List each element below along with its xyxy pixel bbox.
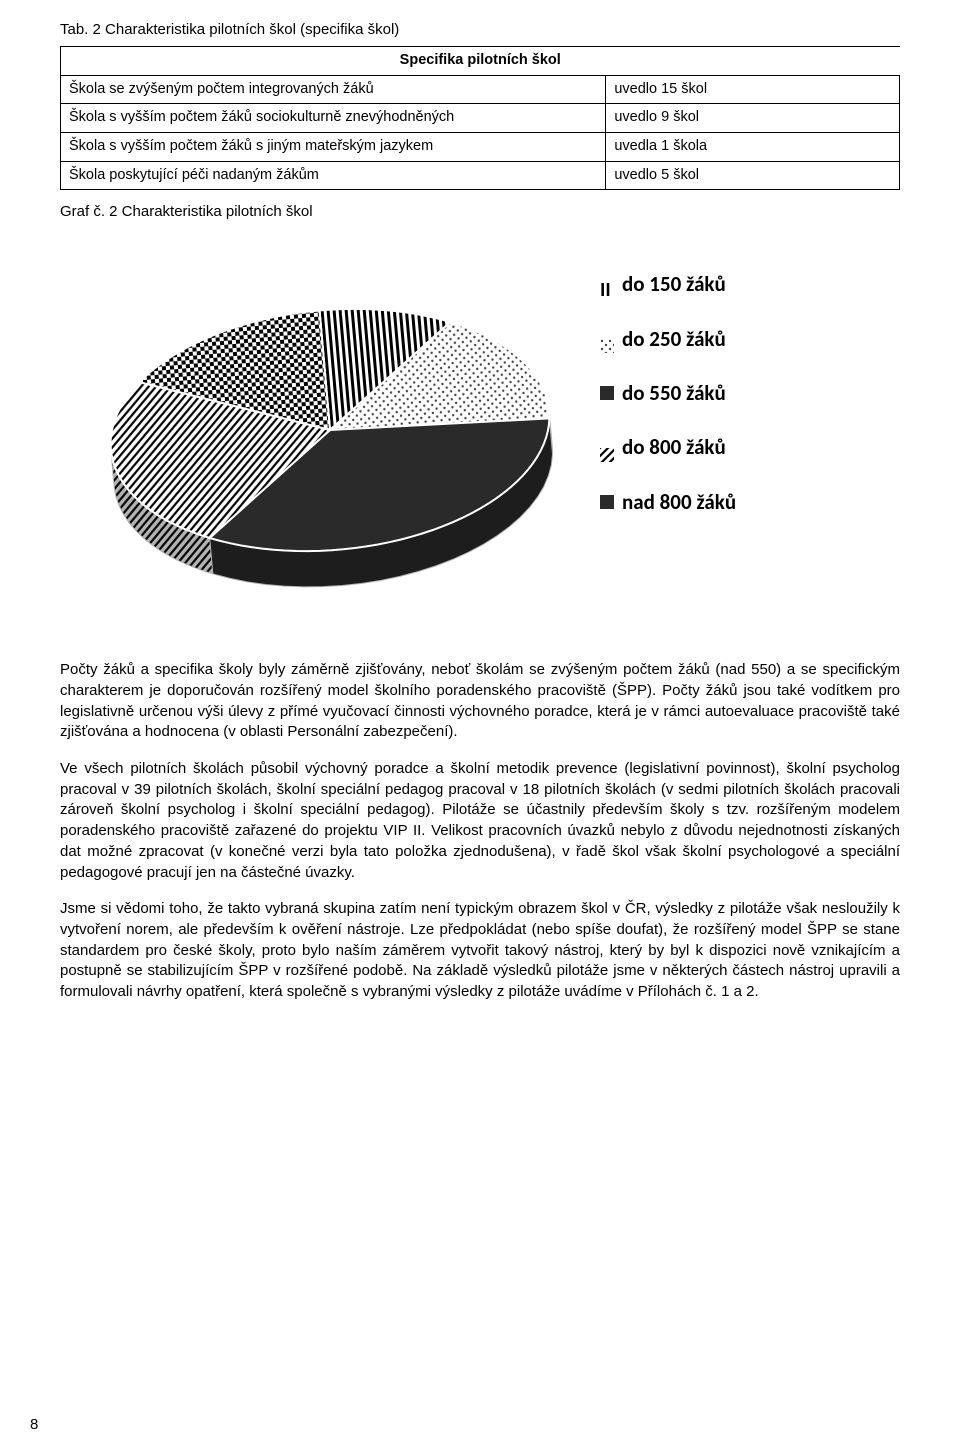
table-header: Specifika pilotních škol bbox=[61, 47, 900, 76]
page-number: 8 bbox=[30, 1415, 38, 1435]
table-caption: Tab. 2 Charakteristika pilotních škol (s… bbox=[60, 20, 900, 40]
legend-item: do 800 žáků bbox=[600, 433, 736, 461]
cell-value: uvedlo 5 škol bbox=[606, 161, 900, 190]
pie-chart-region: II do 150 žáků do 250 žáků do 550 žáků do 80… bbox=[60, 240, 900, 620]
legend-swatch-icon bbox=[600, 441, 614, 455]
legend-item: do 550 žáků bbox=[600, 379, 736, 407]
pie-chart bbox=[100, 240, 580, 620]
legend-swatch-icon bbox=[600, 332, 614, 346]
cell-label: Škola poskytující péči nadaným žákům bbox=[61, 161, 606, 190]
legend-item: do 250 žáků bbox=[600, 325, 736, 353]
specifika-table: Specifika pilotních škol Škola se zvýšen… bbox=[60, 46, 900, 190]
legend-label: do 250 žáků bbox=[622, 325, 726, 353]
body-paragraph: Jsme si vědomi toho, že takto vybraná sk… bbox=[60, 899, 900, 1002]
legend-label: do 550 žáků bbox=[622, 379, 726, 407]
cell-value: uvedla 1 škola bbox=[606, 132, 900, 161]
legend-label: do 800 žáků bbox=[622, 433, 726, 461]
legend-label: nad 800 žáků bbox=[622, 488, 736, 516]
cell-label: Škola se zvýšeným počtem integrovaných ž… bbox=[61, 75, 606, 104]
cell-label: Škola s vyšším počtem žáků s jiným mateř… bbox=[61, 132, 606, 161]
table-row: Škola se zvýšeným počtem integrovaných ž… bbox=[61, 75, 900, 104]
legend-item: nad 800 žáků bbox=[600, 488, 736, 516]
legend-item: II do 150 žáků bbox=[600, 270, 736, 298]
legend-swatch-icon bbox=[600, 386, 614, 400]
chart-caption: Graf č. 2 Charakteristika pilotních škol bbox=[60, 202, 900, 222]
legend-swatch-icon: II bbox=[600, 277, 614, 291]
cell-label: Škola s vyšším počtem žáků sociokulturně… bbox=[61, 104, 606, 133]
legend-swatch-icon bbox=[600, 495, 614, 509]
body-paragraph: Počty žáků a specifika školy byly záměrn… bbox=[60, 660, 900, 743]
body-paragraph: Ve všech pilotních školách působil výcho… bbox=[60, 759, 900, 883]
legend-label: do 150 žáků bbox=[622, 270, 726, 298]
cell-value: uvedlo 9 škol bbox=[606, 104, 900, 133]
table-row: Škola s vyšším počtem žáků s jiným mateř… bbox=[61, 132, 900, 161]
chart-legend: II do 150 žáků do 250 žáků do 550 žáků do 80… bbox=[600, 240, 736, 516]
table-row: Škola s vyšším počtem žáků sociokulturně… bbox=[61, 104, 900, 133]
cell-value: uvedlo 15 škol bbox=[606, 75, 900, 104]
table-row: Škola poskytující péči nadaným žákům uve… bbox=[61, 161, 900, 190]
